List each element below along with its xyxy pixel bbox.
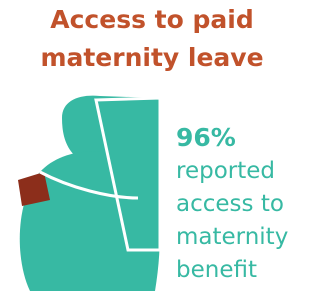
description-line: reported: [176, 158, 275, 184]
infographic: Access to paid maternity leave 96% repor…: [0, 0, 301, 291]
pregnant-figure: [18, 96, 160, 291]
description-line: benefit: [176, 257, 257, 283]
description-line: access to: [176, 191, 284, 217]
title-line: Access to paid: [50, 5, 253, 34]
stat-value: 96%: [176, 123, 236, 152]
title-line: maternity leave: [40, 43, 263, 72]
description-line: maternity: [176, 224, 288, 250]
